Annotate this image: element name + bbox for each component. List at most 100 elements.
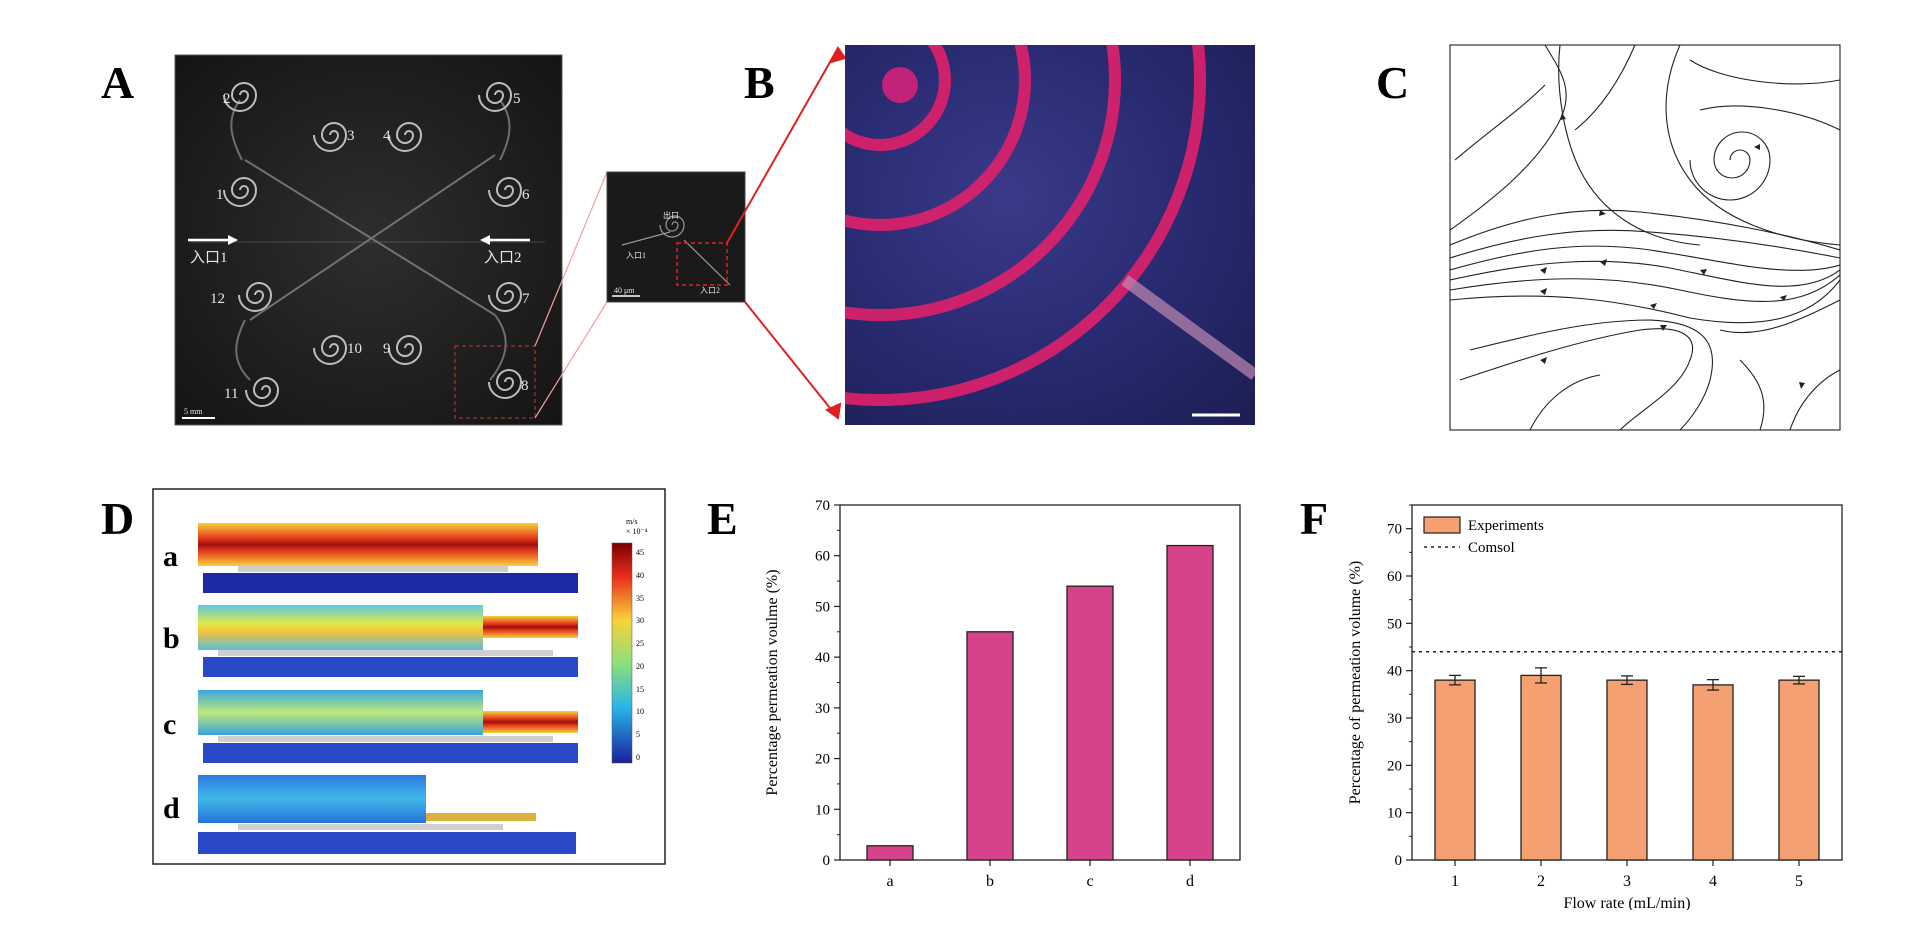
bar: [866, 845, 914, 861]
y-tick-label: 50: [815, 599, 830, 615]
inset-label-inlet1: 入口1: [626, 251, 646, 260]
legend-swatch-experiments: [1423, 516, 1461, 534]
bar: [1778, 679, 1820, 861]
y-tick-label: 20: [815, 752, 830, 768]
colorbar-tick-0: 0: [636, 753, 640, 762]
colorbar-exponent: × 10⁻⁴: [626, 527, 648, 536]
spiral-9: [388, 335, 423, 365]
legend-label-experiments: Experiments: [1468, 518, 1544, 534]
y-tick-label: 0: [1395, 853, 1403, 869]
x-tick-label: 3: [1623, 873, 1631, 890]
chip-image: 2 3 4 5 1 6 12 7 10 9 11 8 入口1 入口2 5 mm: [174, 54, 563, 426]
bar: [1606, 679, 1648, 861]
legend-label-comsol: Comsol: [1468, 540, 1515, 556]
y-tick-label: 0: [823, 853, 831, 869]
x-tick-label: a: [886, 873, 893, 890]
y-axis-label: Percentage of permeation volume (%): [1347, 561, 1364, 804]
y-tick-label: 40: [815, 650, 830, 666]
spiral-1: [223, 177, 258, 207]
y-tick-label: 10: [1387, 806, 1402, 822]
colorbar-unit: m/s: [626, 517, 638, 526]
spiral-4: [388, 122, 423, 152]
y-tick-label: 60: [815, 549, 830, 565]
inset-scale-label: 40 μm: [614, 286, 635, 295]
x-tick-label: d: [1186, 873, 1194, 890]
bar: [1520, 674, 1562, 861]
chip-number-5: 5: [513, 91, 521, 107]
chart-e: 0 10 20 30 40 50 60 70 a b c d Percentage permeation…: [764, 498, 1241, 890]
chip-number-6: 6: [522, 187, 530, 203]
spiral-10: [313, 335, 348, 365]
chip-number-12: 12: [210, 291, 225, 307]
row-label-b: b: [163, 622, 180, 655]
x-tick-label: 5: [1795, 873, 1803, 890]
panel-letter-e: E: [707, 493, 738, 544]
colorbar-tick-35: 35: [636, 593, 644, 603]
spiral-12: [238, 282, 273, 312]
chip-number-8: 8: [521, 378, 529, 394]
spiral-7: [488, 282, 523, 312]
y-tick-label: 50: [1387, 616, 1402, 632]
y-tick-label: 20: [1387, 758, 1402, 774]
chip-number-1: 1: [216, 187, 224, 203]
row-label-a: a: [163, 540, 178, 573]
inset-label-outlet: 出口: [663, 210, 679, 220]
colorbar-tick-25: 25: [636, 639, 644, 649]
panel-letter-a: A: [101, 57, 135, 108]
colorbar-tick-30: 30: [636, 616, 644, 626]
y-tick-label: 10: [815, 802, 830, 818]
y-tick-label: 70: [815, 498, 830, 514]
colorbar-tick-40: 40: [636, 570, 644, 580]
scale-bar-label: 5 mm: [184, 407, 203, 416]
spiral-8: [488, 369, 523, 399]
spiral-6: [488, 177, 523, 207]
chip-number-3: 3: [347, 128, 355, 144]
colorbar-tick-20: 20: [636, 661, 644, 671]
inlet-label-right: 入口2: [484, 250, 522, 266]
y-tick-label: 60: [1387, 569, 1402, 585]
x-axis-label: Flow rate (mL/min): [1563, 895, 1690, 910]
x-tick-label: 2: [1537, 873, 1545, 890]
spiral-5: [478, 82, 513, 112]
bar: [1166, 544, 1214, 861]
inset-label-inlet2: 入口2: [700, 286, 720, 295]
panel-letter-f: F: [1300, 493, 1329, 544]
chip-number-11: 11: [224, 386, 238, 402]
y-tick-label: 30: [815, 701, 830, 717]
chart-f: 0 10 20 30 40 50 60 70 1 2 3 4 5 Experiments Comsol Flo…: [1347, 504, 1843, 910]
inlet-arrow-right: [480, 235, 530, 245]
colorbar-tick-15: 15: [636, 684, 644, 694]
spiral-11: [245, 377, 280, 407]
bar: [1434, 679, 1476, 861]
x-tick-label: c: [1086, 873, 1093, 890]
panel-letter-d: D: [101, 493, 135, 544]
x-tick-label: 1: [1451, 873, 1459, 890]
y-tick-label: 70: [1387, 522, 1402, 538]
panel-b-micrograph: [845, 45, 1255, 425]
colorbar-tick-5: 5: [636, 730, 640, 740]
chip-number-7: 7: [522, 291, 530, 307]
colorbar-tick-45: 45: [636, 548, 644, 557]
inlet-label-left: 入口1: [190, 250, 228, 266]
panel-c-streamlines: [1449, 44, 1841, 431]
bar: [1692, 684, 1734, 861]
x-tick-label: 4: [1709, 873, 1717, 890]
chip-number-10: 10: [347, 341, 362, 357]
y-axis-label: Percentage permeation voulme (%): [764, 569, 781, 795]
y-tick-label: 40: [1387, 664, 1402, 680]
y-tick-label: 30: [1387, 711, 1402, 727]
colorbar-tick-10: 10: [636, 707, 644, 717]
spiral-2: [223, 82, 258, 112]
inlet-arrow-left: [188, 235, 238, 245]
spiral-3: [313, 122, 348, 152]
row-label-c: c: [163, 708, 177, 741]
zoom-arrows: [726, 46, 847, 420]
panel-letter-b: B: [744, 57, 775, 108]
panel-letter-c: C: [1376, 57, 1410, 108]
row-label-d: d: [163, 792, 180, 825]
bar: [1066, 585, 1114, 861]
selection-box: [454, 345, 536, 419]
bar: [966, 631, 1014, 861]
chip-number-9: 9: [383, 341, 391, 357]
